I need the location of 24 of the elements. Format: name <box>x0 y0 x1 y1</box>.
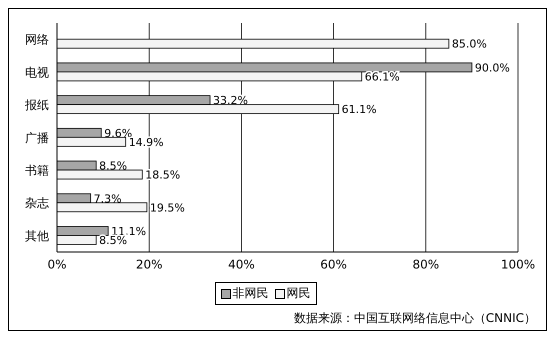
data-label: 19.5% <box>150 201 185 214</box>
x-tick-label: 0% <box>47 258 67 272</box>
legend-label: 非网民 <box>232 285 268 302</box>
y-tick-label: 杂志 <box>25 196 49 210</box>
source-note: 数据来源：中国互联网络信息中心（CNNIC） <box>294 310 536 327</box>
y-tick-label: 报纸 <box>24 98 49 112</box>
y-tick-label: 网络 <box>25 32 49 47</box>
x-tick-label: 60% <box>320 258 347 272</box>
data-label: 8.5% <box>99 234 128 247</box>
data-label: 8.5% <box>99 160 128 173</box>
y-tick-label: 电视 <box>25 65 49 80</box>
data-label: 66.1% <box>364 70 400 84</box>
y-tick-label: 其他 <box>25 228 49 243</box>
x-tick-label: 20% <box>136 258 163 272</box>
data-label: 85.0% <box>452 38 487 51</box>
x-tick-label: 40% <box>228 258 255 272</box>
legend-label: 网民 <box>286 285 310 302</box>
data-label: 7.3% <box>94 192 122 206</box>
y-tick-label: 广播 <box>25 130 49 145</box>
data-label: 61.1% <box>342 103 377 116</box>
y-tick-label: 书籍 <box>25 163 49 178</box>
x-tick-label: 80% <box>412 258 440 272</box>
x-tick-label: 100% <box>500 258 536 272</box>
data-label: 90.0% <box>474 61 510 74</box>
